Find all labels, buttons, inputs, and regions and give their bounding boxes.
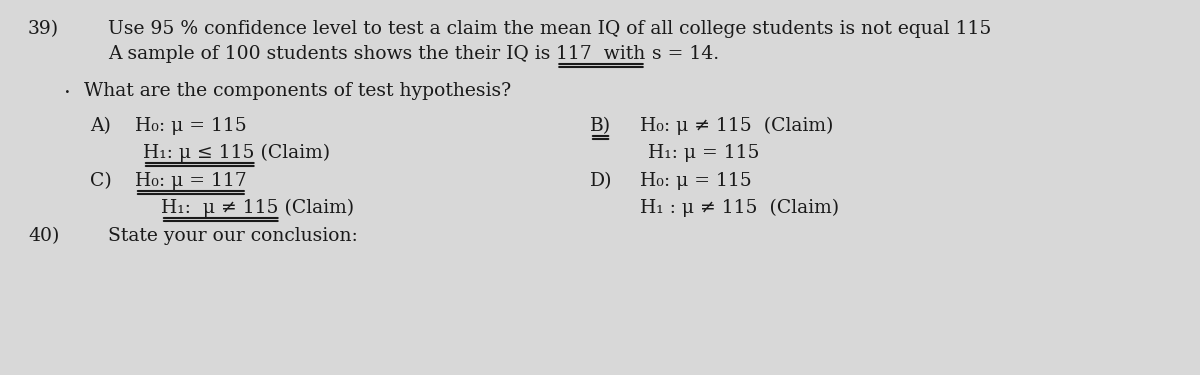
Text: ·: ·	[64, 82, 71, 104]
Text: H₀: μ ≠ 115  (Claim): H₀: μ ≠ 115 (Claim)	[640, 117, 833, 135]
Text: A): A)	[90, 117, 110, 135]
Text: Use 95 % confidence level to test a claim the mean IQ of all college students is: Use 95 % confidence level to test a clai…	[108, 20, 991, 38]
Text: s = 14.: s = 14.	[646, 45, 719, 63]
Text: H₀: μ = 115: H₀: μ = 115	[640, 172, 751, 190]
Text: H₁: μ ≤ 115 (Claim): H₁: μ ≤ 115 (Claim)	[143, 144, 330, 162]
Text: C): C)	[90, 172, 112, 190]
Text: 39): 39)	[28, 20, 59, 38]
Text: B): B)	[590, 117, 611, 135]
Text: H₁:  μ ≠ 115 (Claim): H₁: μ ≠ 115 (Claim)	[143, 199, 354, 217]
Text: H₀: μ = 115: H₀: μ = 115	[134, 117, 247, 135]
Text: A sample of 100 students shows the their IQ is: A sample of 100 students shows the their…	[108, 45, 557, 63]
Text: What are the components of test hypothesis?: What are the components of test hypothes…	[84, 82, 511, 100]
Text: H₀: μ = 117: H₀: μ = 117	[134, 172, 247, 190]
Text: State your our conclusion:: State your our conclusion:	[108, 227, 358, 245]
Text: D): D)	[590, 172, 612, 190]
Text: 117  with: 117 with	[557, 45, 646, 63]
Text: H₁: μ = 115: H₁: μ = 115	[648, 144, 760, 162]
Text: 40): 40)	[28, 227, 59, 245]
Text: H₁ : μ ≠ 115  (Claim): H₁ : μ ≠ 115 (Claim)	[640, 199, 839, 217]
